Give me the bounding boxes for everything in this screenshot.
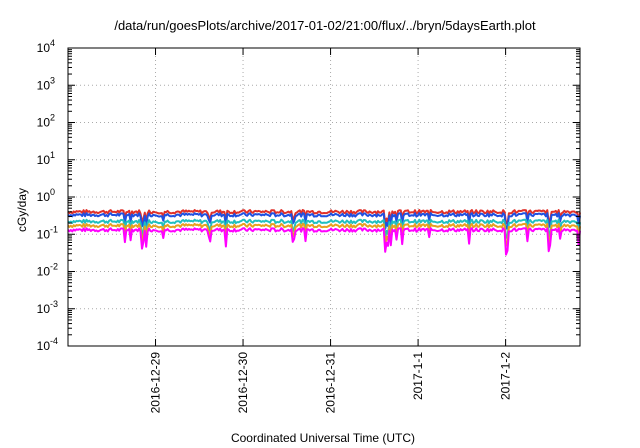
series-line: [67, 209, 581, 225]
chart-title: /data/run/goesPlots/archive/2017-01-02/2…: [114, 18, 536, 33]
y-tick-label: 103: [37, 75, 55, 92]
y-tick-label: 10-2: [37, 262, 58, 279]
x-tick-label: 2016-12-30: [236, 352, 250, 414]
series-layer: [67, 209, 581, 256]
series-line: [67, 222, 581, 247]
x-axis-label: Coordinated Universal Time (UTC): [231, 431, 415, 445]
y-tick-label: 10-1: [37, 224, 58, 241]
y-tick-label: 10-4: [37, 336, 58, 353]
y-tick-label: 104: [37, 38, 55, 55]
x-tick-label: 2016-12-29: [149, 352, 163, 414]
series-line: [67, 212, 581, 230]
series-line: [67, 227, 581, 256]
y-tick-label: 10-3: [37, 299, 58, 316]
x-tick-label: 2017-1-1: [411, 352, 425, 400]
y-tick-label: 101: [37, 150, 55, 167]
grid: [68, 48, 580, 346]
x-axis: 2016-12-29 2016-12-30 2016-12-31 2017-1-1 20…: [149, 48, 513, 413]
y-tick-label: 102: [37, 113, 55, 130]
series-line: [67, 218, 581, 240]
y-tick-label: 100: [37, 187, 55, 204]
y-axis-label: cGy/day: [15, 188, 29, 232]
x-tick-label: 2016-12-31: [324, 352, 338, 414]
x-tick-label: 2017-1-2: [499, 352, 513, 400]
